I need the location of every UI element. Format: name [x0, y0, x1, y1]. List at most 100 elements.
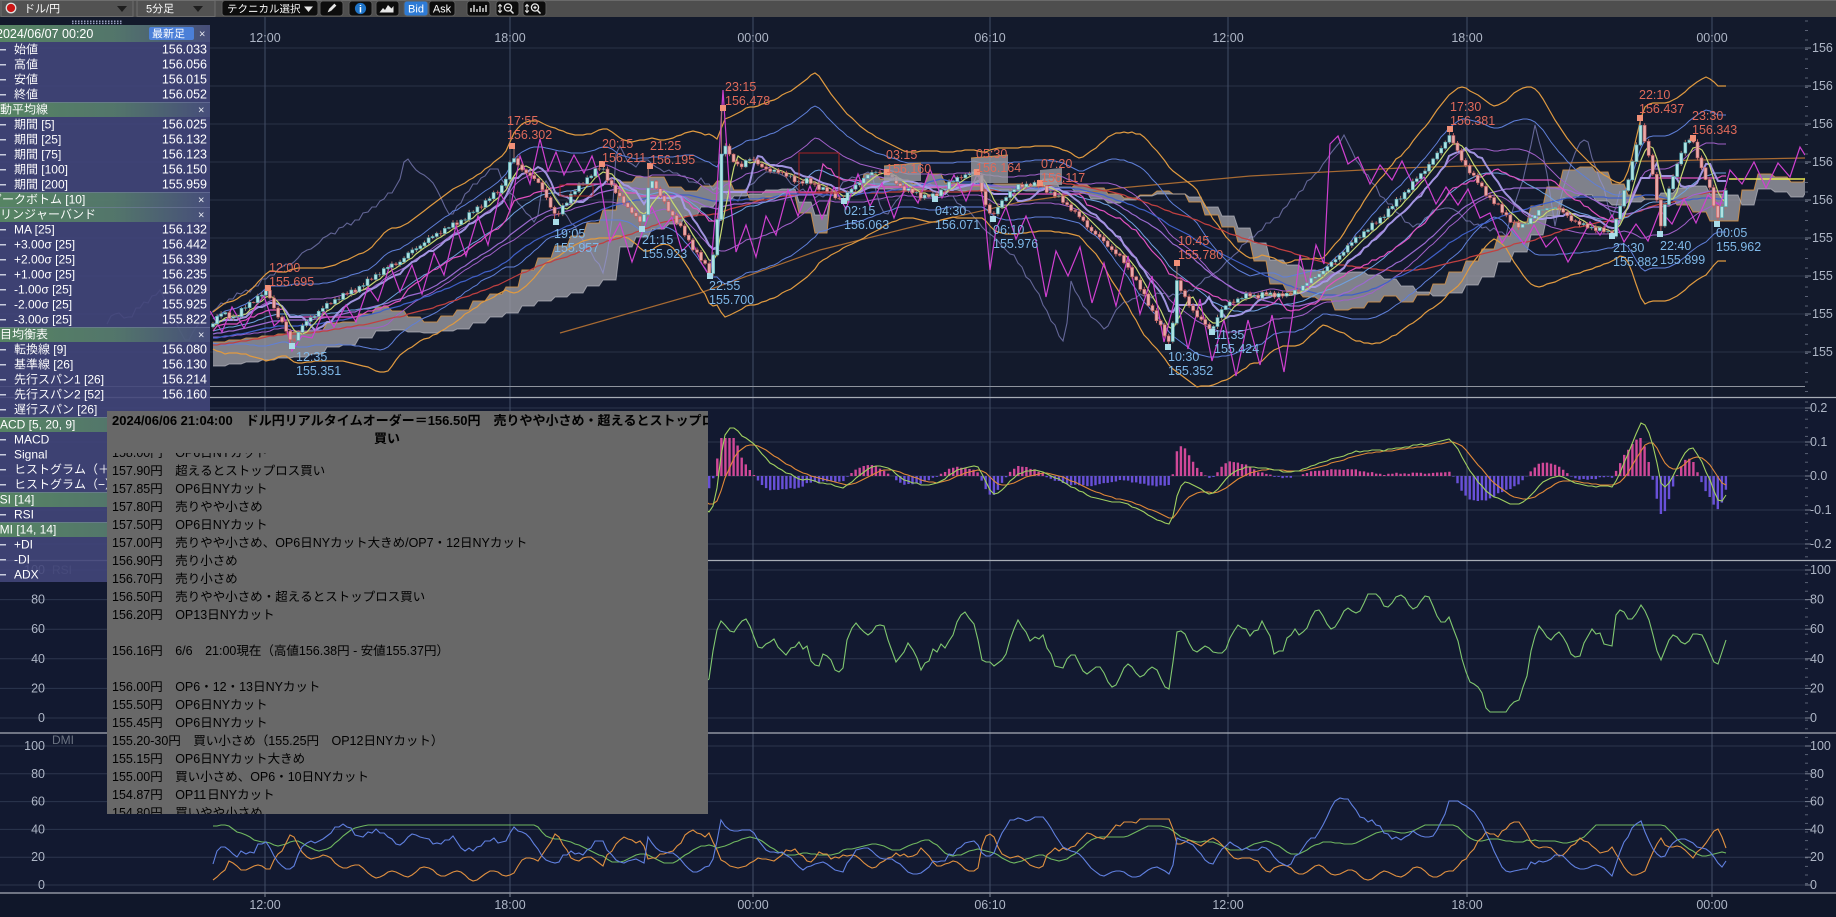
svg-text:20: 20: [31, 681, 45, 695]
svg-text:[25]: [25]: [41, 133, 61, 147]
svg-text:NY: NY: [213, 482, 231, 496]
svg-text:155.20-30: 155.20-30: [112, 734, 168, 748]
svg-text:18:00: 18:00: [1451, 31, 1482, 45]
svg-text:156.056: 156.056: [162, 58, 207, 72]
svg-text:21:30: 21:30: [1613, 241, 1644, 255]
svg-text:0: 0: [38, 878, 45, 892]
svg-text:80: 80: [1810, 767, 1824, 781]
svg-text:156.214: 156.214: [162, 373, 207, 387]
svg-text:-: -: [353, 644, 357, 658]
svg-text:+DI: +DI: [14, 538, 33, 552]
svg-text:Signal: Signal: [14, 448, 47, 462]
svg-text:05:30: 05:30: [976, 147, 1007, 161]
svg-text:156: 156: [1812, 41, 1833, 55]
svg-text:156.164: 156.164: [976, 161, 1021, 175]
svg-text:155.37: 155.37: [386, 644, 424, 658]
svg-text:155.957: 155.957: [554, 241, 599, 255]
svg-text:80: 80: [31, 593, 45, 607]
svg-text:155.822: 155.822: [162, 313, 207, 327]
svg-text:156.160: 156.160: [162, 388, 207, 402]
svg-text:NY: NY: [313, 536, 331, 550]
svg-text:NY: NY: [220, 788, 238, 802]
svg-text:00:00: 00:00: [1696, 898, 1727, 912]
svg-text:ADX: ADX: [14, 568, 39, 582]
svg-text:[9]: [9]: [53, 343, 66, 357]
svg-text:22:55: 22:55: [709, 279, 740, 293]
svg-text:00:05: 00:05: [1716, 226, 1747, 240]
svg-text:−: −: [98, 478, 105, 492]
svg-text:RSI [14]: RSI [14]: [0, 493, 34, 507]
svg-text:OP6: OP6: [175, 680, 200, 694]
svg-text:12: 12: [213, 680, 227, 694]
svg-text:156.235: 156.235: [162, 268, 207, 282]
svg-text:-DI: -DI: [14, 553, 30, 567]
svg-text:157.90: 157.90: [112, 464, 150, 478]
svg-text:+2.00σ [25]: +2.00σ [25]: [14, 253, 75, 267]
svg-text:60: 60: [31, 622, 45, 636]
svg-text:156.339: 156.339: [162, 253, 207, 267]
svg-text:OP6: OP6: [175, 698, 200, 712]
svg-text:156.211: 156.211: [602, 151, 646, 165]
svg-text:NY: NY: [473, 536, 491, 550]
svg-text:155.923: 155.923: [642, 247, 687, 261]
svg-text:12:35: 12:35: [296, 350, 327, 364]
svg-text:NY: NY: [213, 752, 231, 766]
svg-text:157.50: 157.50: [112, 518, 150, 532]
svg-text:00:00: 00:00: [1696, 31, 1727, 45]
svg-text:155.15: 155.15: [112, 752, 150, 766]
svg-text:155: 155: [1812, 307, 1833, 321]
svg-text:-0.1: -0.1: [1810, 503, 1832, 517]
svg-text:×: ×: [199, 29, 205, 41]
svg-text:157.00: 157.00: [112, 536, 150, 550]
svg-text:156.16: 156.16: [112, 644, 150, 658]
svg-text:OP12: OP12: [332, 734, 364, 748]
svg-text:23:30: 23:30: [1692, 109, 1723, 123]
svg-text:156.052: 156.052: [162, 88, 207, 102]
svg-text:NY: NY: [376, 734, 394, 748]
svg-text:155.962: 155.962: [1716, 240, 1761, 254]
svg-text:OP13: OP13: [175, 608, 207, 622]
svg-text:i: i: [359, 4, 362, 16]
svg-text:40: 40: [1810, 652, 1824, 666]
svg-text:[75]: [75]: [41, 148, 61, 162]
svg-text:10:45: 10:45: [1178, 234, 1209, 248]
svg-text:100: 100: [24, 739, 45, 753]
svg-text:156.071: 156.071: [935, 218, 980, 232]
svg-text:0.0: 0.0: [1810, 469, 1827, 483]
svg-text:20: 20: [31, 850, 45, 864]
svg-text:155.899: 155.899: [1660, 253, 1705, 267]
svg-text:60: 60: [31, 795, 45, 809]
svg-text:156: 156: [1812, 79, 1833, 93]
svg-text:156: 156: [1812, 117, 1833, 131]
svg-text:MACD: MACD: [14, 433, 50, 447]
svg-text:0: 0: [1810, 711, 1817, 725]
svg-text:154.87: 154.87: [112, 788, 150, 802]
svg-text:20: 20: [1810, 850, 1824, 864]
svg-text:156.015: 156.015: [162, 73, 207, 87]
svg-text:21:15: 21:15: [642, 233, 673, 247]
svg-text:156.50: 156.50: [428, 413, 468, 428]
svg-text:154.80: 154.80: [112, 806, 150, 820]
svg-text:[5]: [5]: [41, 118, 54, 132]
svg-text:02:15: 02:15: [844, 204, 875, 218]
svg-text:04:30: 04:30: [935, 204, 966, 218]
svg-text:156.025: 156.025: [162, 118, 207, 132]
svg-text:10: 10: [288, 770, 302, 784]
svg-text:155.50: 155.50: [112, 698, 150, 712]
svg-text:157.85: 157.85: [112, 482, 150, 496]
svg-text:156.437: 156.437: [1639, 102, 1684, 116]
svg-text:17:30: 17:30: [1450, 100, 1481, 114]
svg-text:60: 60: [1810, 795, 1824, 809]
svg-text:22:40: 22:40: [1660, 239, 1691, 253]
svg-text:156.117: 156.117: [1041, 171, 1085, 185]
svg-text:1 [26]: 1 [26]: [74, 373, 104, 387]
svg-text:[26]: [26]: [77, 403, 97, 417]
svg-text:40: 40: [31, 652, 45, 666]
svg-text:00:00: 00:00: [737, 31, 768, 45]
svg-text:155.351: 155.351: [296, 364, 341, 378]
svg-text:0: 0: [1810, 878, 1817, 892]
svg-text:18:00: 18:00: [494, 898, 525, 912]
svg-text:03:15: 03:15: [886, 148, 917, 162]
svg-text:155: 155: [1812, 269, 1833, 283]
svg-text:155.695: 155.695: [269, 275, 314, 289]
